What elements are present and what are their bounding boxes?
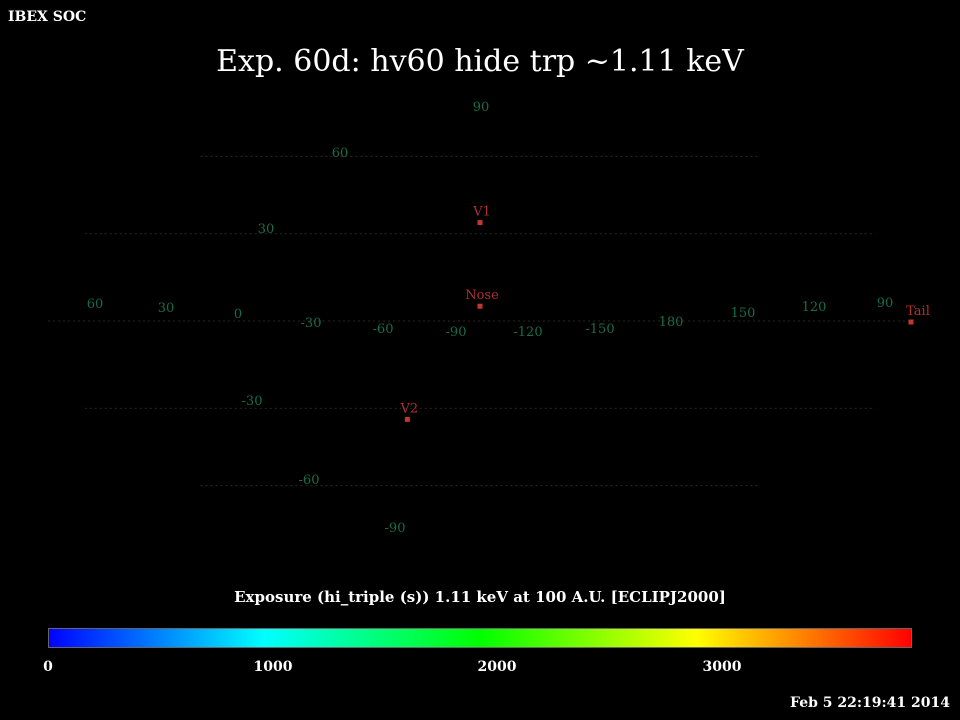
colorbar-title: Exposure (hi_triple (s)) 1.11 keV at 100…: [234, 588, 726, 606]
latitude-label: 30: [258, 222, 275, 237]
longitude-label: -90: [446, 325, 467, 340]
longitude-label: 180: [659, 315, 684, 330]
marker-label-v1: V1: [472, 205, 491, 220]
marker-nose: [477, 303, 483, 309]
map-title: Exp. 60d: hv60 hide trp ~1.11 keV: [216, 44, 744, 79]
marker-v2: [404, 416, 410, 422]
org-label: IBEX SOC: [8, 9, 87, 25]
colorbar-tick-0: 0: [43, 659, 53, 675]
longitude-label: 90: [877, 296, 894, 311]
longitude-label: -60: [373, 322, 394, 337]
latitude-label: 60: [332, 146, 349, 161]
marker-v1: [477, 220, 483, 226]
longitude-label: 0: [234, 307, 242, 322]
marker-label-nose: Nose: [465, 288, 499, 303]
timestamp: Feb 5 22:19:41 2014: [790, 695, 950, 711]
longitude-label: -150: [585, 322, 614, 337]
graticule: [48, 155, 912, 487]
longitude-label: -30: [301, 316, 322, 331]
marker-tail: [908, 319, 914, 325]
longitude-label: -120: [513, 325, 542, 340]
latitude-label: 90: [473, 100, 490, 115]
colorbar-tick-2000: 2000: [477, 659, 517, 675]
latitude-label: -30: [242, 394, 263, 409]
colorbar-tick-1000: 1000: [253, 659, 293, 675]
longitude-label: 30: [158, 301, 175, 316]
longitude-label: 150: [731, 306, 756, 321]
colorbar-tick-3000: 3000: [702, 659, 742, 675]
latitude-label: -60: [299, 473, 320, 488]
latitude-label: -90: [385, 521, 406, 536]
longitude-label: 120: [802, 300, 827, 315]
marker-label-tail: Tail: [906, 304, 930, 319]
marker-label-v2: V2: [400, 401, 419, 416]
longitude-label: 60: [87, 297, 104, 312]
colorbar: [48, 628, 912, 648]
